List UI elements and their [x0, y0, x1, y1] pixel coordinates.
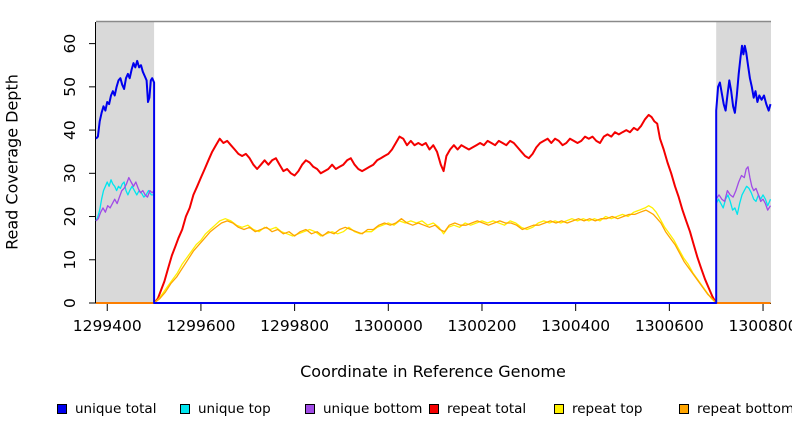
x-axis-label: Coordinate in Reference Genome: [300, 362, 566, 381]
y-tick-label: 30: [61, 163, 79, 183]
y-tick-label: 50: [61, 77, 79, 97]
x-tick-label: 1299800: [260, 317, 329, 335]
series-line-repeat-bottom: [96, 209, 771, 304]
y-tick-label: 0: [61, 298, 79, 308]
x-tick-label: 1300000: [354, 317, 423, 335]
x-tick-label: 1299400: [73, 317, 142, 335]
y-tick-label: 60: [61, 34, 79, 54]
y-tick-label: 20: [61, 207, 79, 227]
series-line-repeat-top: [96, 205, 771, 304]
series-line-unique-total: [95, 44, 772, 304]
y-axis-label: Read Coverage Depth: [2, 74, 22, 250]
y-tick-label: 10: [61, 250, 79, 270]
x-tick-label: 1299600: [166, 317, 235, 335]
y-tick-label: 40: [61, 120, 79, 140]
x-tick-label: 1300800: [729, 317, 792, 335]
x-tick-label: 1300200: [447, 317, 516, 335]
shaded-region-left: [96, 22, 155, 303]
series-line-unique-top: [95, 179, 772, 304]
shaded-region-right: [716, 22, 771, 303]
x-tick-label: 1300600: [635, 317, 704, 335]
x-tick-label: 1300400: [541, 317, 610, 335]
series-line-repeat-total: [96, 113, 771, 304]
